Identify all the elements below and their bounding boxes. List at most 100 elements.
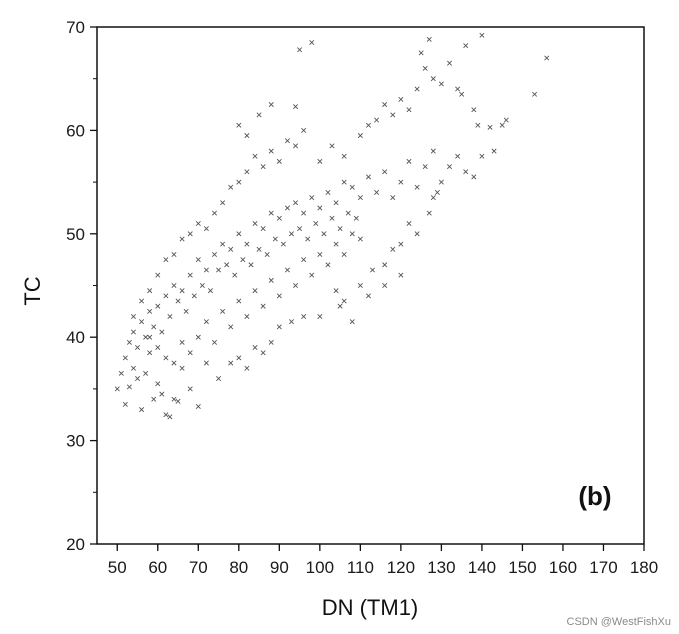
data-point (147, 308, 153, 314)
data-point (329, 143, 335, 149)
data-point (370, 267, 376, 273)
data-point (240, 257, 246, 263)
data-point (293, 143, 299, 149)
data-point (228, 246, 234, 252)
y-tick: 40 (66, 328, 97, 347)
data-point (122, 401, 128, 407)
data-point (337, 226, 343, 232)
data-point (216, 267, 222, 273)
x-tick: 180 (630, 544, 658, 577)
data-point (446, 164, 453, 170)
x-axis: 50 60 70 80 90 100 110 120 130 140 150 160 170 180 (108, 544, 658, 577)
data-point (187, 231, 193, 237)
data-point (228, 184, 234, 190)
data-point (317, 158, 323, 164)
data-point (130, 314, 136, 320)
data-point (220, 241, 226, 247)
data-point (130, 329, 136, 335)
data-point (365, 174, 371, 180)
data-point (349, 184, 355, 190)
data-point (268, 339, 274, 345)
data-point (187, 350, 193, 356)
data-point (155, 272, 161, 278)
panel-label: (b) (578, 481, 611, 511)
data-point (122, 355, 128, 361)
data-point (479, 153, 485, 159)
data-point (406, 220, 412, 226)
x-tick-label: 70 (189, 558, 208, 577)
y-tick-label: 30 (66, 432, 85, 451)
y-tick-label: 60 (66, 121, 85, 140)
data-point (272, 236, 278, 242)
data-point (374, 189, 380, 195)
x-tick: 50 (108, 544, 127, 577)
data-point (406, 107, 412, 113)
data-point (228, 360, 234, 366)
data-point (317, 251, 323, 257)
data-point (341, 179, 347, 185)
data-point (167, 314, 173, 320)
x-tick-label: 100 (306, 558, 334, 577)
data-point (195, 334, 201, 340)
x-tick: 140 (468, 544, 496, 577)
data-point (325, 189, 331, 195)
data-point (293, 200, 299, 206)
data-point (187, 272, 193, 278)
data-point (260, 303, 266, 309)
data-point (479, 32, 485, 38)
data-point (244, 365, 250, 371)
data-point (244, 241, 250, 247)
data-point (171, 360, 177, 366)
data-point (422, 65, 428, 71)
x-tick-label: 110 (347, 558, 374, 577)
data-point (487, 124, 493, 130)
data-point (268, 148, 274, 154)
x-tick-label: 170 (589, 558, 617, 577)
data-point (260, 350, 266, 356)
data-point (475, 122, 481, 128)
data-point (163, 355, 169, 361)
data-point (203, 226, 209, 232)
data-point (333, 288, 339, 294)
data-point (357, 236, 363, 242)
x-tick: 90 (270, 544, 289, 577)
data-point (211, 251, 218, 257)
data-point (130, 365, 136, 371)
data-point (256, 112, 262, 118)
data-point (382, 282, 388, 289)
data-point (313, 220, 319, 226)
data-point (118, 370, 124, 376)
y-tick-label: 40 (66, 328, 85, 347)
data-point (357, 133, 363, 139)
data-point (532, 91, 538, 97)
data-point (455, 86, 461, 92)
data-point (301, 257, 307, 263)
data-point (114, 386, 120, 392)
x-tick: 150 (508, 544, 537, 577)
data-point (143, 370, 149, 376)
data-point (337, 303, 343, 309)
data-point (244, 169, 250, 175)
data-point (207, 288, 213, 294)
data-point (333, 241, 339, 247)
x-tick: 100 (306, 544, 334, 577)
data-point (390, 112, 396, 118)
data-point (365, 293, 371, 299)
data-point (171, 282, 177, 289)
data-point (455, 153, 461, 159)
y-axis: 20 30 40 50 60 70 (66, 18, 97, 554)
data-point (252, 153, 258, 159)
x-tick-label: 120 (387, 558, 415, 577)
data-point (260, 226, 266, 232)
data-point (147, 288, 153, 294)
plot-frame (96, 26, 645, 545)
data-point (139, 407, 145, 413)
data-point (236, 122, 242, 128)
y-tick-label: 50 (66, 225, 85, 244)
data-point (171, 396, 177, 402)
y-tick: 70 (66, 18, 97, 37)
data-point (187, 386, 193, 392)
data-point (406, 158, 412, 164)
data-point (309, 195, 315, 201)
